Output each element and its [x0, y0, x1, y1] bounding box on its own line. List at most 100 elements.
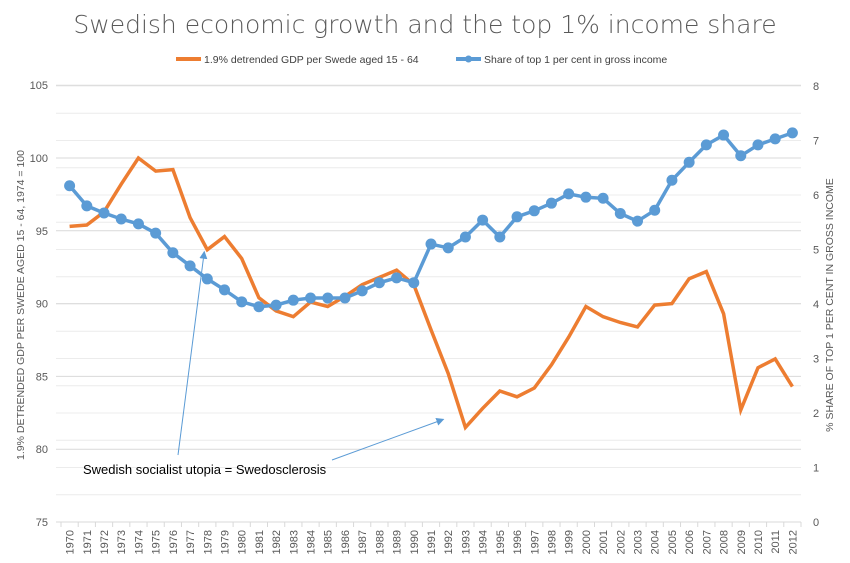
data-point-top1 [184, 260, 196, 272]
data-point-top1 [786, 127, 798, 139]
x-tick-label: 1991 [426, 530, 438, 554]
x-tick-label: 1997 [529, 530, 541, 554]
x-tick-label: 1976 [168, 530, 180, 554]
data-point-top1 [545, 197, 557, 209]
data-point-top1 [632, 215, 644, 227]
y2-tick-label: 6 [813, 190, 819, 202]
data-point-top1 [115, 213, 127, 225]
legend-item-gdp[interactable]: 1.9% detrended GDP per Swede aged 15 - 6… [176, 54, 419, 66]
legend-marker-top1 [465, 55, 472, 63]
x-tick-label: 1996 [512, 530, 524, 554]
x-tick-label: 1970 [65, 530, 77, 554]
data-point-top1 [752, 139, 764, 151]
x-tick-label: 2011 [770, 530, 782, 554]
data-point-top1 [597, 192, 609, 204]
annotation-arrow-1993 [331, 418, 445, 461]
data-point-top1 [81, 200, 93, 212]
legend-label-top1: Share of top 1 per cent in gross income [484, 54, 667, 66]
y2-tick-label: 3 [813, 354, 819, 366]
x-tick-label: 2012 [787, 530, 799, 554]
right-axis-title: % SHARE OF TOP 1 PER CENT IN GROSS INCOM… [824, 178, 836, 432]
left-axis-title: 1.9% DETRENDED GDP PER SWEDE AGED 15 - 6… [15, 150, 27, 460]
x-tick-label: 1987 [357, 530, 369, 554]
gridlines [56, 84, 801, 523]
data-point-top1 [649, 204, 661, 216]
x-tick-label: 1985 [323, 530, 335, 554]
data-point-top1 [666, 174, 678, 186]
data-point-top1 [425, 238, 437, 250]
annotation-arrow-1978 [177, 250, 208, 456]
x-tick-label: 1993 [460, 530, 472, 554]
y2-tick-label: 8 [813, 81, 819, 93]
y2-tick-label: 0 [813, 517, 819, 529]
x-tick-label: 1981 [254, 530, 266, 554]
y2-tick-label: 1 [813, 463, 819, 475]
data-point-top1 [442, 242, 454, 254]
data-point-top1 [580, 191, 592, 203]
x-tick-label: 1972 [99, 530, 111, 554]
data-point-top1 [563, 188, 575, 200]
x-tick-label: 1989 [392, 530, 404, 554]
x-tick-label: 2006 [684, 530, 696, 554]
x-tick-label: 1973 [116, 530, 128, 554]
data-point-top1 [150, 227, 162, 239]
y2-tick-label: 7 [813, 136, 819, 148]
x-tick-label: 2004 [650, 530, 662, 554]
x-tick-label: 1998 [546, 530, 558, 554]
x-tick-label: 1984 [306, 530, 318, 554]
right-axis-ticks: 0 1 2 3 4 5 6 7 8 [813, 81, 819, 529]
x-tick-label: 2003 [633, 530, 645, 554]
x-tick-label: 1983 [288, 530, 300, 554]
x-tick-label: 1990 [409, 530, 421, 554]
data-point-top1 [528, 205, 540, 217]
x-tick-label: 1980 [237, 530, 249, 554]
data-point-top1 [735, 150, 747, 162]
x-tick-label: 2001 [598, 530, 610, 554]
y2-tick-label: 2 [813, 408, 819, 420]
x-tick-label: 2010 [753, 530, 765, 554]
data-point-top1 [253, 301, 265, 313]
data-point-top1 [322, 292, 334, 304]
legend-item-top1[interactable]: Share of top 1 per cent in gross income [456, 54, 667, 66]
data-point-top1 [683, 156, 695, 168]
y-tick-label: 85 [36, 371, 48, 383]
chart-title: Swedish economic growth and the top 1% i… [73, 10, 776, 39]
data-point-top1 [64, 180, 76, 192]
x-tick-label: 2009 [736, 530, 748, 554]
data-point-top1 [391, 272, 403, 284]
data-point-top1 [270, 299, 282, 311]
y-tick-label: 75 [36, 517, 48, 529]
data-point-top1 [356, 285, 368, 297]
data-point-top1 [477, 214, 489, 226]
x-tick-label: 1995 [495, 530, 507, 554]
x-tick-label: 2000 [581, 530, 593, 554]
x-tick-label: 2005 [667, 530, 679, 554]
data-point-top1 [373, 277, 385, 289]
y-tick-label: 105 [30, 80, 48, 92]
data-point-top1 [408, 277, 420, 289]
series-line-top1 [68, 131, 793, 309]
x-tick-label: 1999 [564, 530, 576, 554]
data-point-top1 [236, 296, 248, 308]
x-tick-label: 2007 [701, 530, 713, 554]
y2-tick-label: 4 [813, 299, 819, 311]
y-tick-label: 90 [36, 299, 48, 311]
y-tick-label: 100 [30, 153, 48, 165]
legend-label-gdp: 1.9% detrended GDP per Swede aged 15 - 6… [204, 54, 419, 66]
x-tick-label: 1988 [374, 530, 386, 554]
x-tick-label: 1982 [271, 530, 283, 554]
y-tick-label: 80 [36, 444, 48, 456]
data-point-top1 [167, 247, 179, 259]
legend: 1.9% detrended GDP per Swede aged 15 - 6… [176, 54, 667, 66]
x-tick-label: 1978 [202, 530, 214, 554]
y-tick-label: 95 [36, 226, 48, 238]
left-axis-ticks: 75 80 85 90 95 100 105 [30, 80, 48, 529]
data-point-top1 [132, 218, 144, 230]
data-point-top1 [98, 207, 110, 219]
data-point-top1 [305, 292, 317, 304]
x-tick-label: 2008 [719, 530, 731, 554]
data-point-top1 [511, 211, 523, 223]
data-point-top1 [700, 139, 712, 151]
data-point-top1 [769, 133, 781, 145]
